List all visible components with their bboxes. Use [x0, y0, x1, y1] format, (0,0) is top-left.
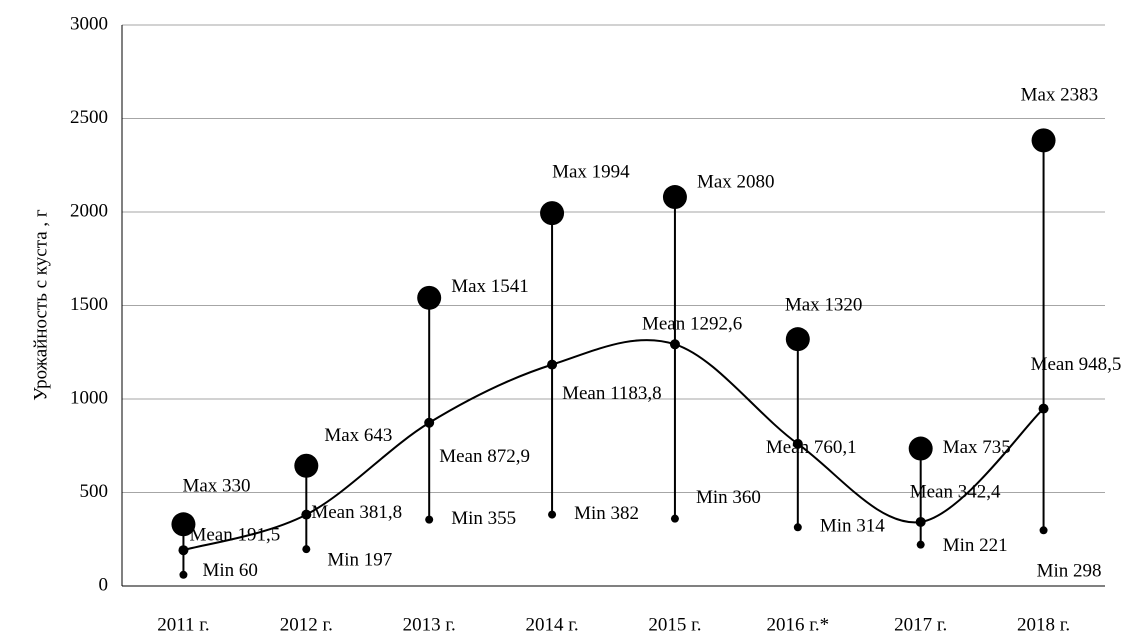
point — [302, 545, 311, 554]
data-label: Max 735 — [943, 437, 1011, 458]
data-label: Mean 381,8 — [311, 502, 402, 523]
x-tick-label: 2016 г.* — [766, 614, 829, 635]
point — [424, 417, 435, 428]
data-label: Max 2080 — [697, 171, 775, 192]
point — [915, 516, 926, 527]
point — [179, 570, 188, 579]
x-tick-label: 2012 г. — [280, 614, 333, 635]
point — [1031, 128, 1056, 153]
data-label: Max 330 — [182, 476, 250, 497]
x-tick-label: 2011 г. — [157, 614, 209, 635]
data-label: Min 60 — [202, 560, 257, 581]
point — [916, 540, 925, 549]
data-label: Min 360 — [696, 487, 761, 508]
data-label: Max 1994 — [552, 161, 630, 182]
x-tick-label: 2015 г. — [648, 614, 701, 635]
data-label: Mean 1292,6 — [642, 314, 742, 335]
point — [1039, 526, 1048, 535]
x-tick-label: 2013 г. — [403, 614, 456, 635]
point — [1038, 403, 1049, 414]
point — [547, 359, 558, 370]
point — [792, 438, 803, 449]
point — [540, 201, 565, 226]
data-label: Min 355 — [451, 508, 516, 529]
data-label: Max 643 — [324, 425, 392, 446]
data-label: Mean 872,9 — [439, 446, 530, 467]
point — [178, 545, 189, 556]
x-tick-label: 2017 г. — [894, 614, 947, 635]
point — [417, 285, 442, 310]
data-label: Min 314 — [820, 516, 885, 537]
y-tick-label: 2500 — [70, 107, 108, 128]
data-label: Mean 1183,8 — [562, 383, 662, 404]
y-tick-label: 500 — [80, 481, 109, 502]
point — [425, 515, 434, 524]
point — [294, 453, 319, 478]
data-label: Mean 948,5 — [1031, 354, 1122, 375]
y-tick-label: 3000 — [70, 13, 108, 34]
data-label: Max 1320 — [785, 295, 863, 316]
data-label: Max 2383 — [1021, 85, 1099, 106]
point — [670, 514, 679, 523]
point — [301, 509, 312, 520]
point — [785, 327, 810, 352]
point — [908, 436, 933, 461]
data-label: Max 1541 — [451, 276, 529, 297]
y-axis-label: Урожайность с куста , г — [30, 209, 51, 401]
x-tick-label: 2018 г. — [1017, 614, 1070, 635]
y-tick-label: 2000 — [70, 200, 108, 221]
y-tick-label: 0 — [99, 574, 109, 595]
data-label: Min 221 — [943, 535, 1008, 556]
point — [662, 185, 687, 210]
y-tick-label: 1000 — [70, 387, 108, 408]
x-tick-label: 2014 г. — [525, 614, 578, 635]
data-label: Min 298 — [1037, 561, 1102, 582]
point — [548, 510, 557, 519]
data-label: Min 197 — [327, 550, 392, 571]
data-label: Mean 760,1 — [766, 437, 857, 458]
data-label: Mean 191,5 — [189, 525, 280, 546]
point — [669, 339, 680, 350]
point — [171, 512, 196, 537]
data-label: Mean 342,4 — [910, 481, 1001, 502]
y-tick-label: 1500 — [70, 294, 108, 315]
data-label: Min 382 — [574, 503, 639, 524]
point — [793, 523, 802, 532]
